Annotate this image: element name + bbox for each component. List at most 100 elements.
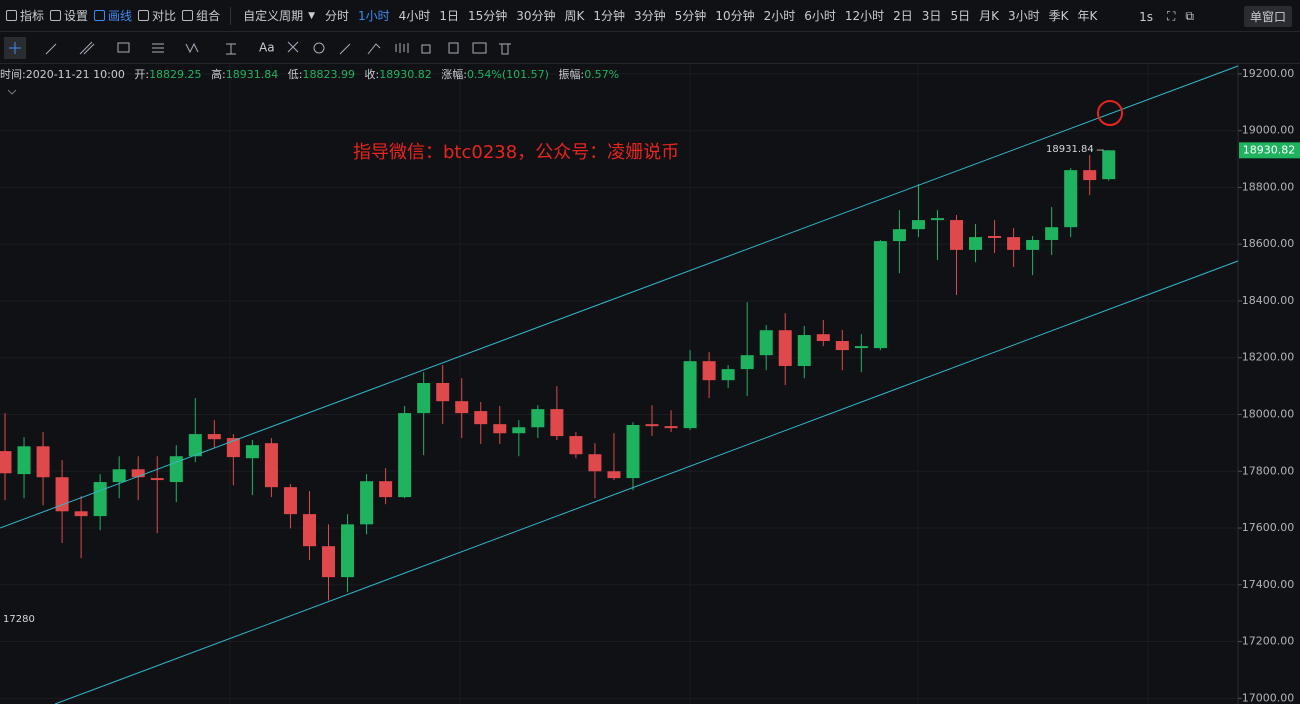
period[interactable]: 分时 xyxy=(325,9,350,23)
candle-body xyxy=(1064,170,1078,228)
collapse-arrow[interactable] xyxy=(7,89,17,95)
refresh-rate[interactable]: 1s xyxy=(1139,9,1153,24)
popout-icon[interactable]: ⧉ xyxy=(1185,9,1194,23)
tool-label[interactable]: 指标 xyxy=(20,9,45,23)
info-label: 低: xyxy=(287,68,303,81)
tool-label[interactable]: 组合 xyxy=(196,9,221,23)
candle-body xyxy=(1083,170,1097,181)
highlight-circle xyxy=(1097,100,1123,126)
period[interactable]: 1日 xyxy=(439,9,459,23)
low-marker: 17280 xyxy=(3,614,35,625)
candle-body xyxy=(55,477,69,512)
candle-body xyxy=(93,482,107,517)
period[interactable]: 30分钟 xyxy=(516,9,556,23)
tool-icon[interactable] xyxy=(138,10,150,21)
info-label: 时间: xyxy=(0,68,26,81)
candle-body xyxy=(759,330,773,356)
info-bar: 时间:2020-11-21 10:00 开:18829.25 高:18931.8… xyxy=(0,66,625,82)
tool[interactable]: 指标 xyxy=(6,7,44,24)
candle-body xyxy=(1026,239,1040,250)
y-tick-label: 18200.00 xyxy=(1242,351,1295,364)
period[interactable]: 12小时 xyxy=(844,9,885,23)
candle-body xyxy=(131,469,145,478)
candle-body xyxy=(455,401,469,414)
period[interactable]: 周K xyxy=(564,9,585,23)
period[interactable]: 5日 xyxy=(950,9,971,23)
tool[interactable]: 组合 xyxy=(182,7,220,24)
tool-icon[interactable] xyxy=(182,10,194,21)
period[interactable]: 3分钟 xyxy=(634,9,666,23)
period[interactable]: 月K xyxy=(979,9,999,23)
candle-body xyxy=(950,220,963,250)
candle-body xyxy=(607,471,621,479)
candle-body xyxy=(302,514,316,547)
info-value: 18930.82 xyxy=(379,68,432,81)
y-tick-label: 18000.00 xyxy=(1242,408,1295,421)
info-label: 收: xyxy=(364,68,380,81)
price-tag: 18930.82 xyxy=(1243,143,1296,156)
candle-body xyxy=(112,469,126,483)
custom-period[interactable]: 自定义周期 ▼ xyxy=(243,9,316,23)
period[interactable]: 2小时 xyxy=(763,9,796,23)
high-marker: 18931.84 xyxy=(1046,144,1094,155)
candle-body xyxy=(169,456,183,483)
candle-body xyxy=(626,425,640,479)
period[interactable]: 15分钟 xyxy=(467,9,508,23)
period[interactable]: 4小时 xyxy=(398,9,431,23)
y-tick-label: 18400.00 xyxy=(1242,294,1295,307)
tool[interactable]: 设置 xyxy=(50,7,88,24)
info-label: 涨幅: xyxy=(441,68,467,81)
candle-body xyxy=(778,330,792,366)
period[interactable]: 2日 xyxy=(893,9,913,23)
period[interactable]: 年K xyxy=(1077,9,1098,23)
period[interactable]: 1分钟 xyxy=(593,9,626,23)
candle-body xyxy=(474,411,488,425)
candle-body xyxy=(988,235,1002,238)
drawing-icons: Aa xyxy=(4,37,511,59)
info-value: 0.54%(101.57) xyxy=(466,68,549,81)
period[interactable]: 3日 xyxy=(921,9,942,23)
candle-body xyxy=(911,220,925,230)
price-tag-bg xyxy=(1239,142,1300,159)
candle-body xyxy=(245,445,259,459)
candle-body xyxy=(588,454,602,472)
info-label: 开: xyxy=(134,68,150,81)
tool-label[interactable]: 画线 xyxy=(108,9,133,23)
separator xyxy=(230,6,232,25)
period[interactable]: 5分钟 xyxy=(674,9,707,23)
candle-body xyxy=(188,434,202,457)
tool-icon[interactable] xyxy=(94,10,106,21)
period[interactable]: 3小时 xyxy=(1007,9,1040,23)
candle-body xyxy=(740,355,754,370)
tool-icon[interactable] xyxy=(50,10,62,21)
watermark: 指导微信：btc0238，公众号：凌姗说币 xyxy=(353,142,679,163)
candle-body xyxy=(283,487,297,515)
text-tool[interactable]: Aa xyxy=(259,41,275,55)
period[interactable]: 10分钟 xyxy=(715,9,755,23)
y-tick-label: 17600.00 xyxy=(1242,521,1295,534)
tool-label[interactable]: 设置 xyxy=(64,9,89,23)
candle-body xyxy=(854,346,868,349)
custom-period-label[interactable]: 自定义周期 xyxy=(243,9,304,23)
period[interactable]: 1小时 xyxy=(358,9,390,23)
y-tick-label: 19000.00 xyxy=(1242,124,1295,137)
candle-body xyxy=(702,361,716,381)
info-value: 18823.99 xyxy=(302,68,356,81)
fullscreen-icon[interactable]: ⛶ xyxy=(1167,9,1176,23)
window-mode[interactable]: 单窗口 xyxy=(1243,6,1292,27)
period[interactable]: 6小时 xyxy=(804,9,836,23)
tool-icon[interactable] xyxy=(6,10,17,21)
candle-body xyxy=(17,446,31,475)
info-value: 18829.25 xyxy=(149,68,202,81)
period[interactable]: 季K xyxy=(1048,9,1069,23)
tool[interactable]: 画线 xyxy=(94,7,132,24)
y-tick-label: 17400.00 xyxy=(1242,578,1295,591)
candle-body xyxy=(207,434,221,440)
tool-label[interactable]: 对比 xyxy=(152,9,177,23)
tool[interactable]: 对比 xyxy=(138,7,176,24)
candle-body xyxy=(664,426,678,429)
y-tick-label: 17200.00 xyxy=(1242,635,1295,648)
info-label: 振幅: xyxy=(558,68,585,81)
